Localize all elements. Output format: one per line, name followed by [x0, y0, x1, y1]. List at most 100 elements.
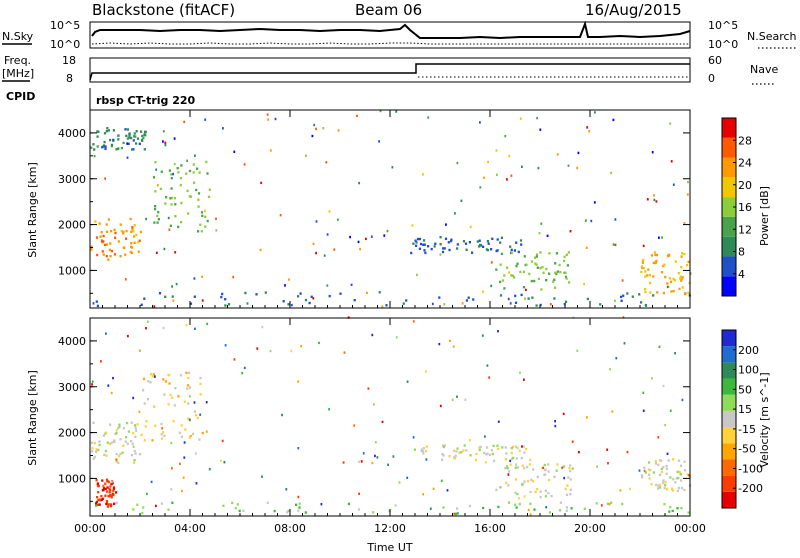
scatter-cell [115, 460, 118, 463]
scatter-cell [347, 502, 350, 506]
colorbar-tick-label: 20 [738, 179, 752, 192]
scatter-cell [107, 258, 110, 261]
scatter-cell [197, 198, 200, 201]
scatter-cell [481, 334, 484, 337]
scatter-cell [669, 506, 672, 509]
scatter-cell [656, 291, 659, 294]
scatter-cell [311, 134, 314, 138]
scatter-cell [687, 474, 690, 477]
scatter-cell [482, 506, 485, 510]
scatter-cell [543, 463, 546, 467]
scatter-cell [456, 161, 459, 165]
scatter-cell [98, 443, 101, 447]
scatter-cell [419, 242, 423, 246]
scatter-cell [109, 488, 112, 492]
scatter-cell [550, 494, 553, 498]
scatter-cell [460, 199, 463, 202]
scatter-cell [430, 247, 433, 251]
scatter-cell [92, 302, 95, 305]
scatter-cell [177, 395, 180, 398]
scatter-cell [539, 490, 542, 493]
scatter-cell [194, 154, 196, 157]
scatter-cell [91, 447, 94, 450]
scatter-cell [530, 260, 534, 263]
power-panel: 1000 2000 3000 4000 Slant Range [km] [26, 109, 692, 309]
scatter-cell [431, 302, 434, 306]
scatter-cell [112, 376, 114, 380]
scatter-cell [504, 458, 507, 461]
scatter-cell [189, 302, 193, 305]
scatter-cell [98, 440, 101, 443]
scatter-cell [191, 432, 195, 436]
scatter-cell [366, 291, 368, 295]
scatter-cell [371, 333, 374, 337]
scatter-cell [193, 277, 196, 280]
scatter-cell [126, 142, 129, 145]
scatter-cell [197, 230, 200, 233]
scatter-cell [442, 454, 445, 457]
scatter-cell [644, 290, 647, 294]
scatter-cell [233, 150, 236, 153]
scatter-cell [160, 422, 163, 426]
scatter-cell [127, 430, 130, 433]
scatter-cell [532, 468, 535, 471]
scatter-cell [647, 268, 650, 271]
nsky-panel: N.Sky 10^5 10^0 10^5 10^0 N.Search [2, 19, 797, 51]
scatter-cell [526, 465, 529, 469]
scatter-cell [440, 479, 443, 482]
scatter-cell [142, 136, 145, 140]
colorbar-tick-label: 16 [738, 201, 752, 214]
scatter-cell [643, 466, 646, 469]
scatter-cell [671, 489, 675, 492]
scatter-cell [448, 455, 451, 458]
scatter-cell [195, 188, 198, 192]
scatter-cell [460, 451, 463, 454]
scatter-cell [169, 393, 172, 397]
scatter-cell [583, 507, 586, 510]
scatter-cell [660, 467, 663, 471]
scatter-cell [91, 450, 94, 453]
scatter-cell [118, 423, 121, 426]
scatter-cell [548, 511, 551, 514]
scatter-cell [395, 110, 398, 113]
scatter-cell [406, 380, 409, 383]
scatter-cell [154, 424, 157, 427]
scatter-cell [479, 445, 482, 449]
colorbar-tick-label: -15 [738, 423, 756, 436]
scatter-cell [153, 221, 156, 224]
scatter-cell [516, 466, 519, 469]
power-axes: 1000 2000 3000 4000 [58, 110, 691, 308]
scatter-cell [350, 283, 353, 286]
power-scatter-cells [90, 109, 692, 308]
scatter-cell [510, 451, 513, 455]
scatter-cell [556, 463, 559, 466]
scatter-cell [122, 230, 125, 233]
scatter-cell [297, 495, 300, 499]
scatter-cell [456, 395, 458, 398]
scatter-cell [651, 151, 654, 154]
scatter-cell [539, 495, 542, 499]
scatter-cell [125, 134, 128, 137]
scatter-cell [506, 467, 509, 470]
scatter-cell [96, 145, 99, 148]
scatter-cell [565, 509, 568, 512]
colorbar-tick-label: -50 [738, 443, 756, 456]
scatter-cell [122, 427, 125, 430]
scatter-cell [126, 137, 129, 140]
scatter-cell [567, 164, 570, 167]
scatter-cell [456, 243, 459, 246]
colorbar-tick-label: 15 [738, 403, 752, 416]
scatter-cell [181, 489, 183, 493]
scatter-cell [337, 218, 339, 221]
scatter-cell [110, 482, 113, 485]
scatter-cell [540, 222, 543, 225]
scatter-cell [514, 478, 518, 481]
scatter-cell [104, 487, 107, 491]
scatter-cell [164, 141, 167, 144]
scatter-cell [201, 299, 204, 302]
scatter-cell [194, 327, 196, 330]
scatter-cell [162, 130, 165, 133]
scatter-cell [145, 327, 147, 330]
scatter-cell [119, 255, 122, 258]
scatter-cell [442, 444, 445, 447]
